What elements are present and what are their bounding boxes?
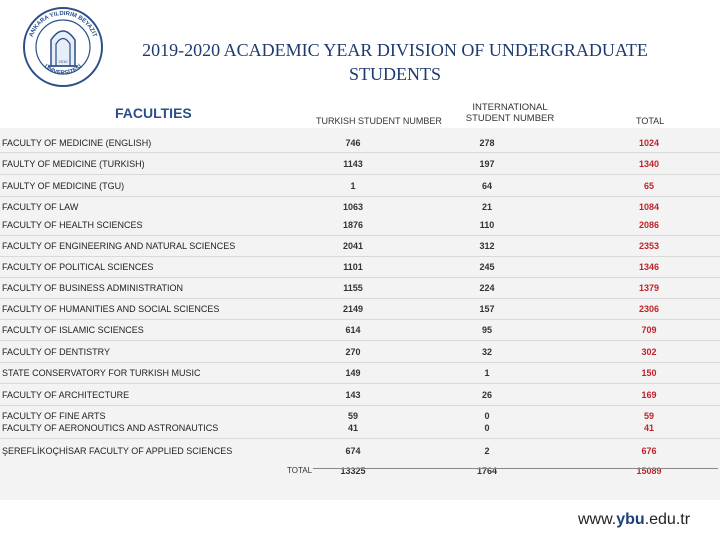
turkish-count: 1063 <box>342 202 364 212</box>
international-count: 0 <box>484 411 490 421</box>
international-count: 64 <box>481 181 492 191</box>
turkish-count: 143 <box>345 390 361 400</box>
university-logo: 2010 ANKARA YILDIRIM BEYAZIT ÜNİVERSİTES… <box>23 7 103 87</box>
faculty-name: FACULTY OF HEALTH SCIENCES <box>2 220 143 230</box>
total-count: 59 <box>643 411 654 421</box>
international-count: 110 <box>479 220 495 230</box>
row-divider <box>0 298 720 299</box>
header-faculties: FACULTIES <box>115 105 192 121</box>
total-count: 302 <box>641 347 657 357</box>
turkish-count: 1143 <box>343 159 363 169</box>
international-total: 1764 <box>476 466 498 476</box>
row-divider <box>0 235 720 236</box>
total-count: 1024 <box>638 138 660 148</box>
footer-website[interactable]: www.ybu.edu.tr <box>578 511 690 529</box>
turkish-count: 614 <box>345 325 361 335</box>
total-count: 1084 <box>638 202 660 212</box>
turkish-count: 149 <box>345 368 361 378</box>
total-count: 2306 <box>638 304 660 314</box>
total-count: 169 <box>641 390 657 400</box>
international-count: 157 <box>479 304 495 314</box>
faculty-name: FACULTY OF HUMANITIES AND SOCIAL SCIENCE… <box>2 304 220 314</box>
turkish-count: 2149 <box>342 304 364 314</box>
title-line-2: STUDENTS <box>348 64 441 84</box>
grand-total: 15089 <box>636 466 662 476</box>
total-count: 2086 <box>638 220 660 230</box>
faculty-name: FACULTY OF POLITICAL SCIENCES <box>2 262 154 272</box>
turkish-count: 1101 <box>343 262 363 272</box>
faculty-name: FACULTY OF MEDICINE (ENGLISH) <box>2 138 152 148</box>
row-divider <box>0 405 720 406</box>
international-count: 1 <box>484 368 490 378</box>
row-divider <box>0 319 720 320</box>
international-count: 26 <box>481 390 492 400</box>
faculty-name: FACULTY OF AERONOUTICS AND ASTRONAUTICS <box>2 423 219 433</box>
title-line-1: 2019-2020 ACADEMIC YEAR DIVISION OF UNDE… <box>142 40 648 60</box>
header-international-students: INTERNATIONAL STUDENT NUMBER <box>455 102 565 124</box>
row-divider <box>0 362 720 363</box>
totals-underline <box>313 468 718 469</box>
turkish-count: 1 <box>350 181 356 191</box>
faculty-name: FACULTY OF ARCHITECTURE <box>2 390 130 400</box>
header-international-line-2: STUDENT NUMBER <box>465 113 555 124</box>
turkish-count: 1876 <box>342 220 364 230</box>
turkish-count: 270 <box>345 347 361 357</box>
total-count: 41 <box>643 423 654 433</box>
international-count: 32 <box>481 347 492 357</box>
footer-prefix: www. <box>578 511 617 528</box>
faculty-name: FAULTY OF MEDICINE (TURKISH) <box>2 159 145 169</box>
international-count: 278 <box>479 138 495 148</box>
page-title: 2019-2020 ACADEMIC YEAR DIVISION OF UNDE… <box>100 38 690 86</box>
row-divider <box>0 174 720 175</box>
faculty-name: FACULTY OF BUSINESS ADMINISTRATION <box>2 283 184 293</box>
header-international-line-1: INTERNATIONAL <box>472 102 548 113</box>
row-divider <box>0 383 720 384</box>
svg-text:2010: 2010 <box>59 59 69 64</box>
turkish-count: 41 <box>347 423 358 433</box>
faculty-student-table: FACULTIES TURKISH STUDENT NUMBER INTERNA… <box>0 102 720 500</box>
total-count: 1340 <box>638 159 660 169</box>
total-count: 709 <box>641 325 657 335</box>
header-total: TOTAL <box>636 116 665 126</box>
totals-label: TOTAL <box>287 466 313 475</box>
turkish-count: 674 <box>345 446 361 456</box>
international-count: 0 <box>484 423 490 433</box>
international-count: 95 <box>481 325 492 335</box>
faculty-name: FACULTY OF FINE ARTS <box>2 411 106 421</box>
total-count: 150 <box>641 368 657 378</box>
row-divider <box>0 152 720 153</box>
international-count: 197 <box>479 159 495 169</box>
row-divider <box>0 256 720 257</box>
faculty-name: FACULTY OF DENTISTRY <box>2 347 111 357</box>
faculty-name: FACULTY OF LAW <box>2 202 79 212</box>
turkish-total: 13325 <box>340 466 366 476</box>
total-count: 676 <box>641 446 657 456</box>
total-count: 1346 <box>638 262 660 272</box>
international-count: 312 <box>479 241 495 251</box>
row-divider <box>0 340 720 341</box>
row-divider <box>0 277 720 278</box>
international-count: 224 <box>479 283 495 293</box>
international-count: 21 <box>481 202 492 212</box>
row-divider <box>0 438 720 439</box>
international-count: 245 <box>479 262 495 272</box>
table-header: FACULTIES TURKISH STUDENT NUMBER INTERNA… <box>0 102 720 128</box>
turkish-count: 1155 <box>343 283 363 293</box>
total-count: 2353 <box>638 241 660 251</box>
total-count: 65 <box>643 181 654 191</box>
faculty-name: FACULTY OF ISLAMIC SCIENCES <box>2 325 144 335</box>
footer-suffix: .edu.tr <box>644 511 691 528</box>
turkish-count: 2041 <box>342 241 364 251</box>
turkish-count: 59 <box>347 411 358 421</box>
turkish-count: 746 <box>345 138 361 148</box>
row-divider <box>0 196 720 197</box>
faculty-name: FAULTY OF MEDICINE (TGU) <box>2 181 125 191</box>
faculty-name: ŞEREFLİKOÇHİSAR FACULTY OF APPLIED SCIEN… <box>2 446 233 456</box>
total-count: 1379 <box>638 283 660 293</box>
footer-brand: ybu <box>616 511 645 528</box>
faculty-name: FACULTY OF ENGINEERING AND NATURAL SCIEN… <box>2 241 236 251</box>
international-count: 2 <box>484 446 490 456</box>
faculty-name: STATE CONSERVATORY FOR TURKISH MUSIC <box>2 368 201 378</box>
header-turkish-students: TURKISH STUDENT NUMBER <box>316 116 442 126</box>
